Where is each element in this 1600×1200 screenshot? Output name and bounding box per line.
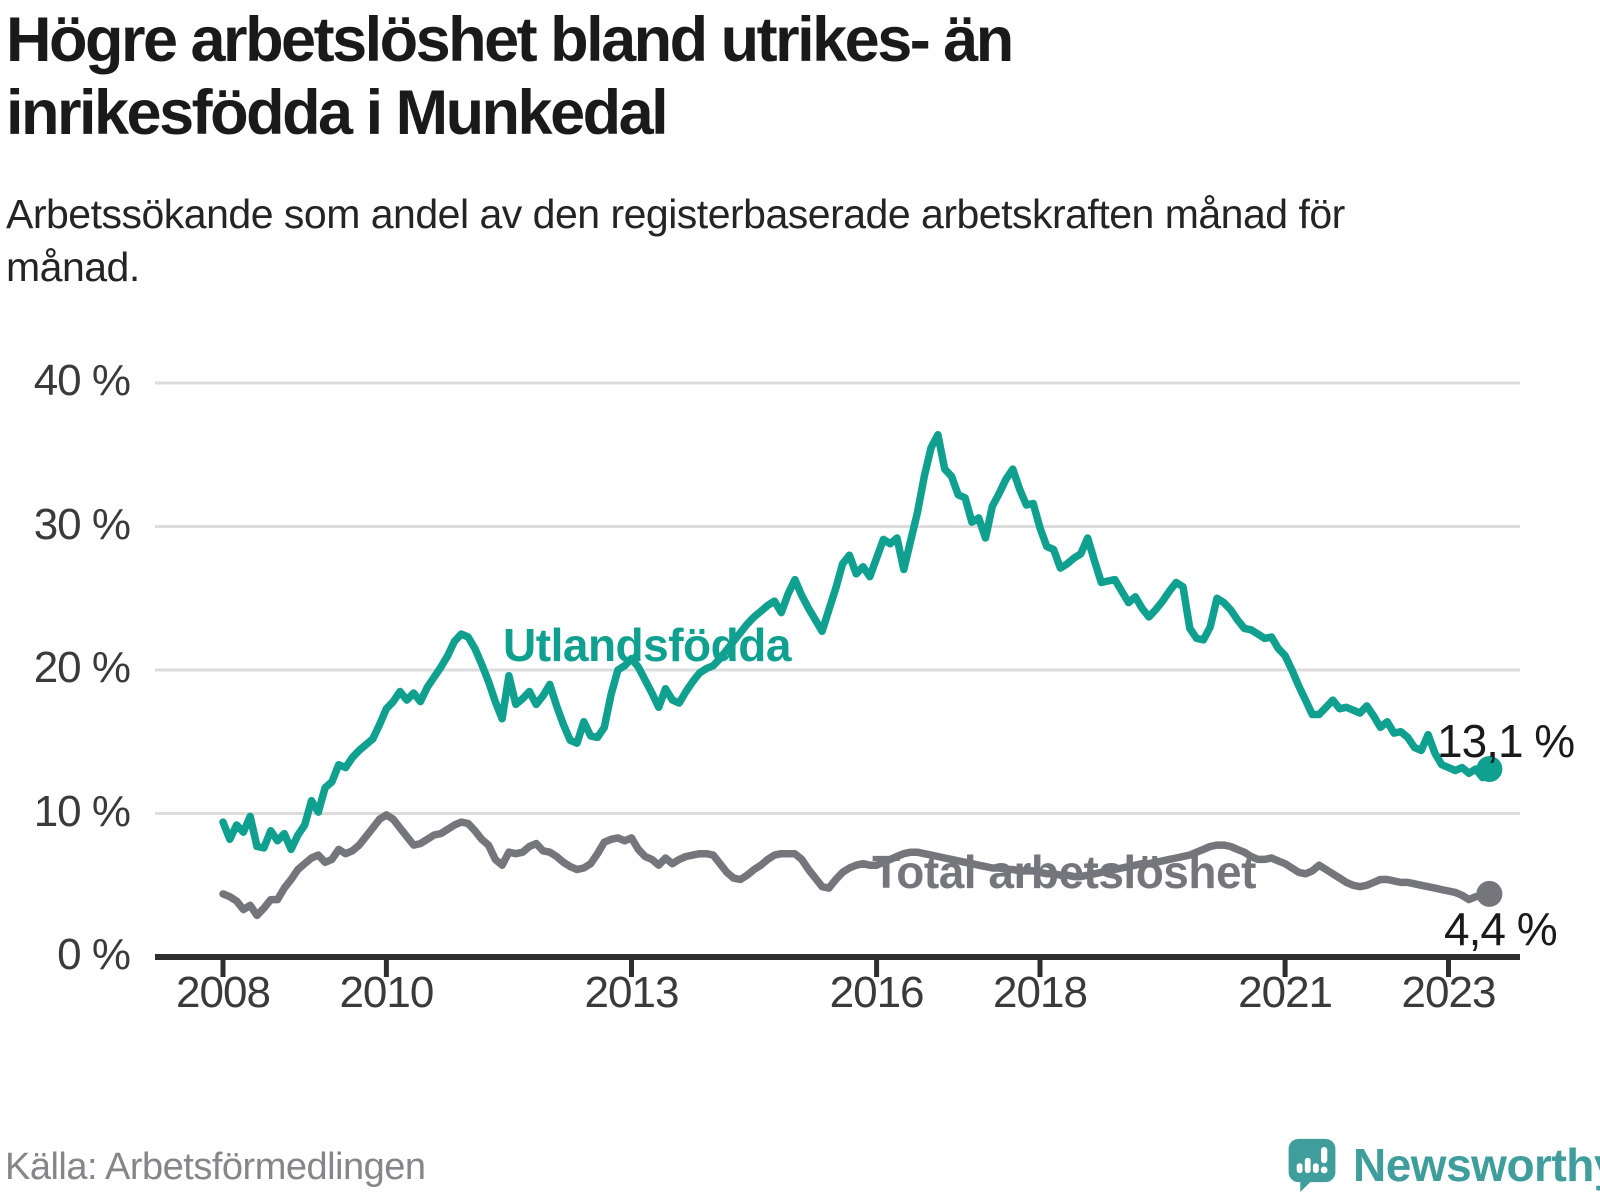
series-label-foreign-born: Utlandsfödda [503,619,791,671]
series-label-total: Total arbetslöshet [872,846,1256,898]
x-axis-tick-label: 2018 [993,968,1088,1017]
x-axis-tick-label: 2023 [1401,968,1497,1017]
y-axis-tick-label: 0 % [57,930,131,979]
chart-subtitle: Arbetssökande som andel av den registerb… [6,191,1345,291]
series-line-total-arbetsl-shet [219,811,1494,920]
x-axis-tick-label: 2010 [339,968,434,1017]
x-axis-tick-label: 2008 [176,968,271,1017]
series-end-dot [1476,880,1503,907]
y-axis-tick-label: 20 % [33,643,131,692]
series-line-utlandsf-dda [219,430,1494,854]
x-axis-tick-label: 2013 [584,968,680,1017]
y-axis-tick-label: 40 % [33,356,131,405]
newsworthy-wordmark: Newsworthy [1353,1139,1600,1191]
newsworthy-logo: Newsworthy [1285,1136,1600,1194]
x-axis-tick-label: 2021 [1238,968,1333,1017]
y-axis-tick-label: 10 % [33,786,131,836]
y-axis-tick-label: 30 % [33,499,131,549]
end-value-label-total: 4,4 % [1444,903,1558,955]
end-value-label-foreign-born: 13,1 % [1437,715,1575,767]
x-axis-tick-label: 2016 [829,968,925,1017]
source-note: Källa: Arbetsförmedlingen [5,1146,426,1188]
series-end-dot [1476,756,1503,782]
chart-title: Högre arbetslöshet bland utrikes- än inr… [6,5,1014,149]
bar-chart-speech-bubble-icon [1288,1138,1336,1192]
